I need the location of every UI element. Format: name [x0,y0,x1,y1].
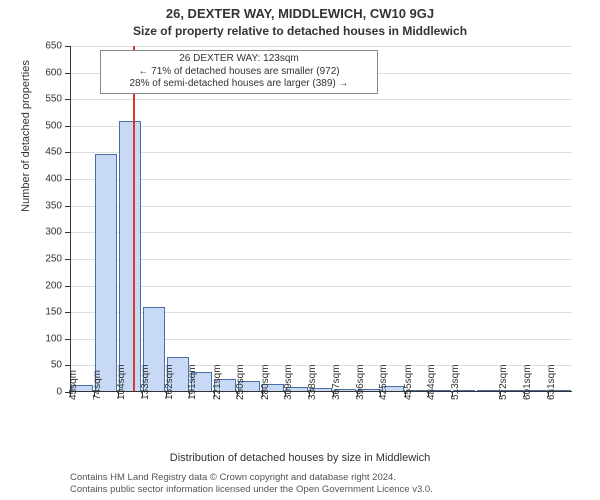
gridline-y [70,232,572,233]
chart-subtitle: Size of property relative to detached ho… [0,24,600,38]
attribution-line: Contains HM Land Registry data © Crown c… [70,472,600,484]
ytick-label: 400 [45,174,62,185]
xtick-mark [142,392,143,397]
gridline-y [70,286,572,287]
ytick-label: 550 [45,94,62,105]
xtick-mark [309,392,310,397]
ytick-label: 100 [45,333,62,344]
xtick-mark [262,392,263,397]
gridline-y [70,126,572,127]
ytick-label: 600 [45,67,62,78]
ytick-label: 200 [45,280,62,291]
gridline-y [70,206,572,207]
xtick-mark [285,392,286,397]
y-axis-line [70,46,71,392]
xtick-mark [118,392,119,397]
reference-line [133,46,135,392]
xtick-mark [548,392,549,397]
plot-area [70,46,572,392]
xtick-mark [237,392,238,397]
gridline-y [70,99,572,100]
histogram-bar [119,121,141,392]
xtick-mark [380,392,381,397]
xtick-mark [70,392,71,397]
info-line-larger: 28% of semi-detached houses are larger (… [107,78,371,91]
chart-container: { "title":"26, DEXTER WAY, MIDDLEWICH, C… [0,0,600,500]
ytick-label: 50 [51,360,62,371]
reference-info-box: 26 DEXTER WAY: 123sqm ← 71% of detached … [100,50,378,94]
ytick-label: 250 [45,253,62,264]
ytick-label: 0 [56,387,62,398]
xtick-mark [500,392,501,397]
ytick-label: 300 [45,227,62,238]
ytick-label: 150 [45,307,62,318]
gridline-y [70,152,572,153]
gridline-y [70,259,572,260]
gridline-y [70,46,572,47]
xtick-mark [94,392,95,397]
ytick-label: 350 [45,200,62,211]
ytick-label: 500 [45,120,62,131]
xtick-mark [524,392,525,397]
gridline-y [70,179,572,180]
attribution-text: Contains HM Land Registry data © Crown c… [70,472,600,496]
attribution-line: Contains public sector information licen… [70,484,600,496]
xtick-mark [452,392,453,397]
xtick-mark [428,392,429,397]
xtick-mark [405,392,406,397]
histogram-bar [95,154,117,392]
xtick-mark [357,392,358,397]
y-axis-label: Number of detached properties [20,0,32,309]
info-line-smaller: ← 71% of detached houses are smaller (97… [107,66,371,79]
info-line-property: 26 DEXTER WAY: 123sqm [107,53,371,66]
xtick-mark [214,392,215,397]
ytick-label: 650 [45,41,62,52]
xtick-mark [333,392,334,397]
ytick-label: 450 [45,147,62,158]
x-axis-label: Distribution of detached houses by size … [0,452,600,464]
xtick-mark [166,392,167,397]
xtick-mark [189,392,190,397]
chart-title: 26, DEXTER WAY, MIDDLEWICH, CW10 9GJ [0,6,600,21]
